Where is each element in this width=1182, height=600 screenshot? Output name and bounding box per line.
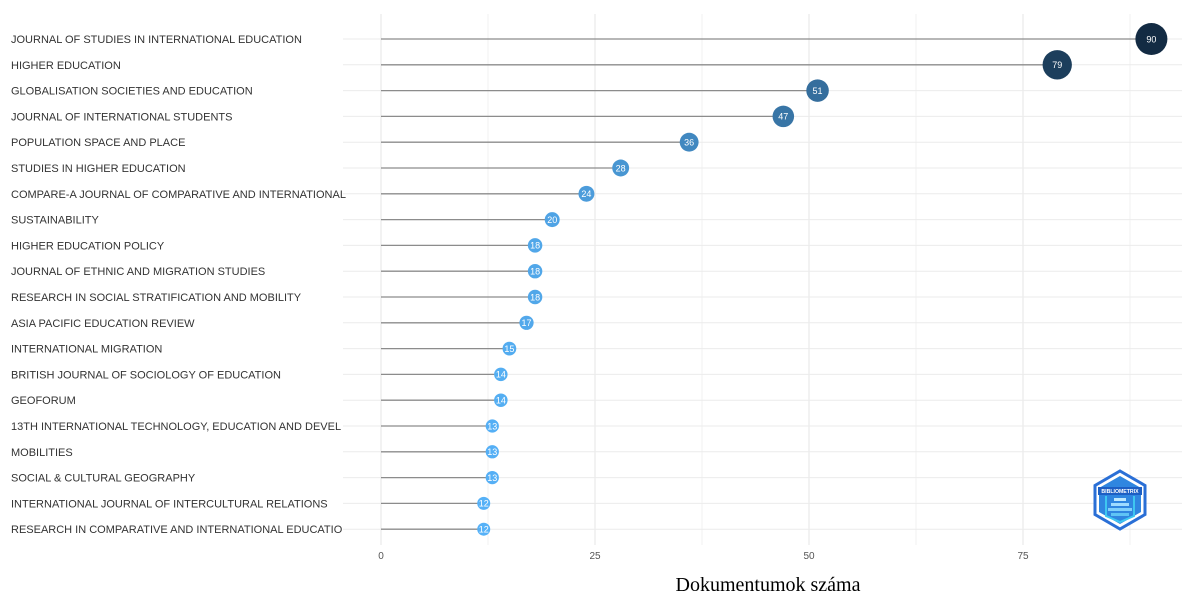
x-tick-label: 50: [803, 551, 815, 562]
y-category-label: HIGHER EDUCATION POLICY: [11, 240, 165, 252]
lollipop-point: [494, 367, 508, 382]
lollipop-point: [527, 289, 543, 305]
point-value-label: 13: [487, 421, 497, 431]
lollipop-point: [806, 79, 829, 102]
y-category-label: INTERNATIONAL JOURNAL OF INTERCULTURAL R…: [11, 498, 328, 510]
lollipop-point: [502, 341, 517, 356]
y-category-label: ASIA PACIFIC EDUCATION REVIEW: [11, 318, 195, 330]
lollipop-point: [772, 105, 795, 128]
point-value-label: 12: [479, 499, 489, 509]
point-value-label: 24: [581, 189, 591, 199]
point-value-label: 12: [479, 525, 489, 535]
points: 90 79 51 47 36 28 24 20 18 18 18 17 15 14 14 13 13 13 12 12: [477, 23, 1168, 536]
logo-wordmark: BIBLIOMETRIX: [1101, 489, 1139, 495]
y-axis-labels: JOURNAL OF STUDIES IN INTERNATIONAL EDUC…: [11, 34, 346, 536]
point-value-label: 20: [547, 215, 557, 225]
point-value-label: 17: [522, 318, 532, 328]
point-value-label: 13: [487, 473, 497, 483]
y-category-label: RESEARCH IN SOCIAL STRATIFICATION AND MO…: [11, 292, 302, 304]
point-value-label: 15: [504, 344, 514, 354]
y-category-label: SOCIAL & CULTURAL GEOGRAPHY: [11, 473, 196, 485]
point-value-label: 90: [1146, 34, 1156, 44]
point-value-label: 36: [684, 138, 694, 148]
y-category-label: HIGHER EDUCATION: [11, 60, 121, 72]
y-category-label: GEOFORUM: [11, 395, 76, 407]
y-category-label: GLOBALISATION SOCIETIES AND EDUCATION: [11, 86, 253, 98]
lollipop-point: [527, 238, 543, 253]
x-axis-title: Dokumentumok száma: [676, 574, 861, 595]
bibliometrix-logo: BIBLIOMETRIX: [1093, 469, 1147, 531]
point-value-label: 51: [813, 86, 823, 96]
point-value-label: 79: [1052, 60, 1062, 70]
y-category-label: STUDIES IN HIGHER EDUCATION: [11, 163, 186, 175]
lollipop-point: [679, 132, 699, 152]
point-value-label: 18: [530, 267, 540, 277]
y-category-label: JOURNAL OF ETHNIC AND MIGRATION STUDIES: [11, 266, 265, 278]
lollipop-point: [477, 496, 491, 510]
point-value-label: 47: [778, 112, 788, 122]
x-tick-label: 75: [1017, 551, 1029, 562]
point-value-label: 14: [496, 370, 506, 380]
stems: [381, 38, 1152, 530]
lollipop-point: [519, 315, 534, 330]
lollipop-point: [578, 185, 595, 202]
x-tick-label: 25: [589, 551, 601, 562]
lollipop-point: [485, 445, 499, 459]
lollipop-point: [1135, 23, 1168, 55]
y-category-label: COMPARE-A JOURNAL OF COMPARATIVE AND INT…: [11, 189, 346, 201]
point-value-label: 13: [487, 447, 497, 457]
x-axis-ticks: 0 25 50 75: [378, 551, 1029, 562]
lollipop-point: [485, 419, 499, 433]
x-tick-label: 0: [378, 551, 384, 562]
y-category-label: JOURNAL OF INTERNATIONAL STUDENTS: [11, 111, 232, 123]
lollipop-point: [494, 393, 508, 407]
point-value-label: 14: [496, 396, 506, 406]
y-category-label: BRITISH JOURNAL OF SOCIOLOGY OF EDUCATIO…: [11, 369, 281, 381]
y-category-label: SUSTAINABILITY: [11, 215, 99, 227]
y-category-label: 13TH INTERNATIONAL TECHNOLOGY, EDUCATION…: [11, 421, 341, 433]
y-category-label: MOBILITIES: [11, 447, 73, 459]
y-category-label: POPULATION SPACE AND PLACE: [11, 137, 185, 149]
lollipop-point: [527, 263, 543, 279]
y-category-label: JOURNAL OF STUDIES IN INTERNATIONAL EDUC…: [11, 34, 302, 46]
y-category-label: RESEARCH IN COMPARATIVE AND INTERNATIONA…: [11, 524, 343, 536]
grid: [343, 14, 1182, 545]
lollipop-point: [544, 212, 560, 228]
point-value-label: 18: [530, 292, 540, 302]
lollipop-point: [477, 522, 491, 536]
lollipop-point: [1042, 50, 1072, 80]
point-value-label: 18: [530, 241, 540, 251]
lollipop-point: [485, 470, 499, 485]
y-category-label: INTERNATIONAL MIGRATION: [11, 344, 162, 356]
lollipop-point: [612, 159, 630, 177]
point-value-label: 28: [616, 163, 626, 173]
